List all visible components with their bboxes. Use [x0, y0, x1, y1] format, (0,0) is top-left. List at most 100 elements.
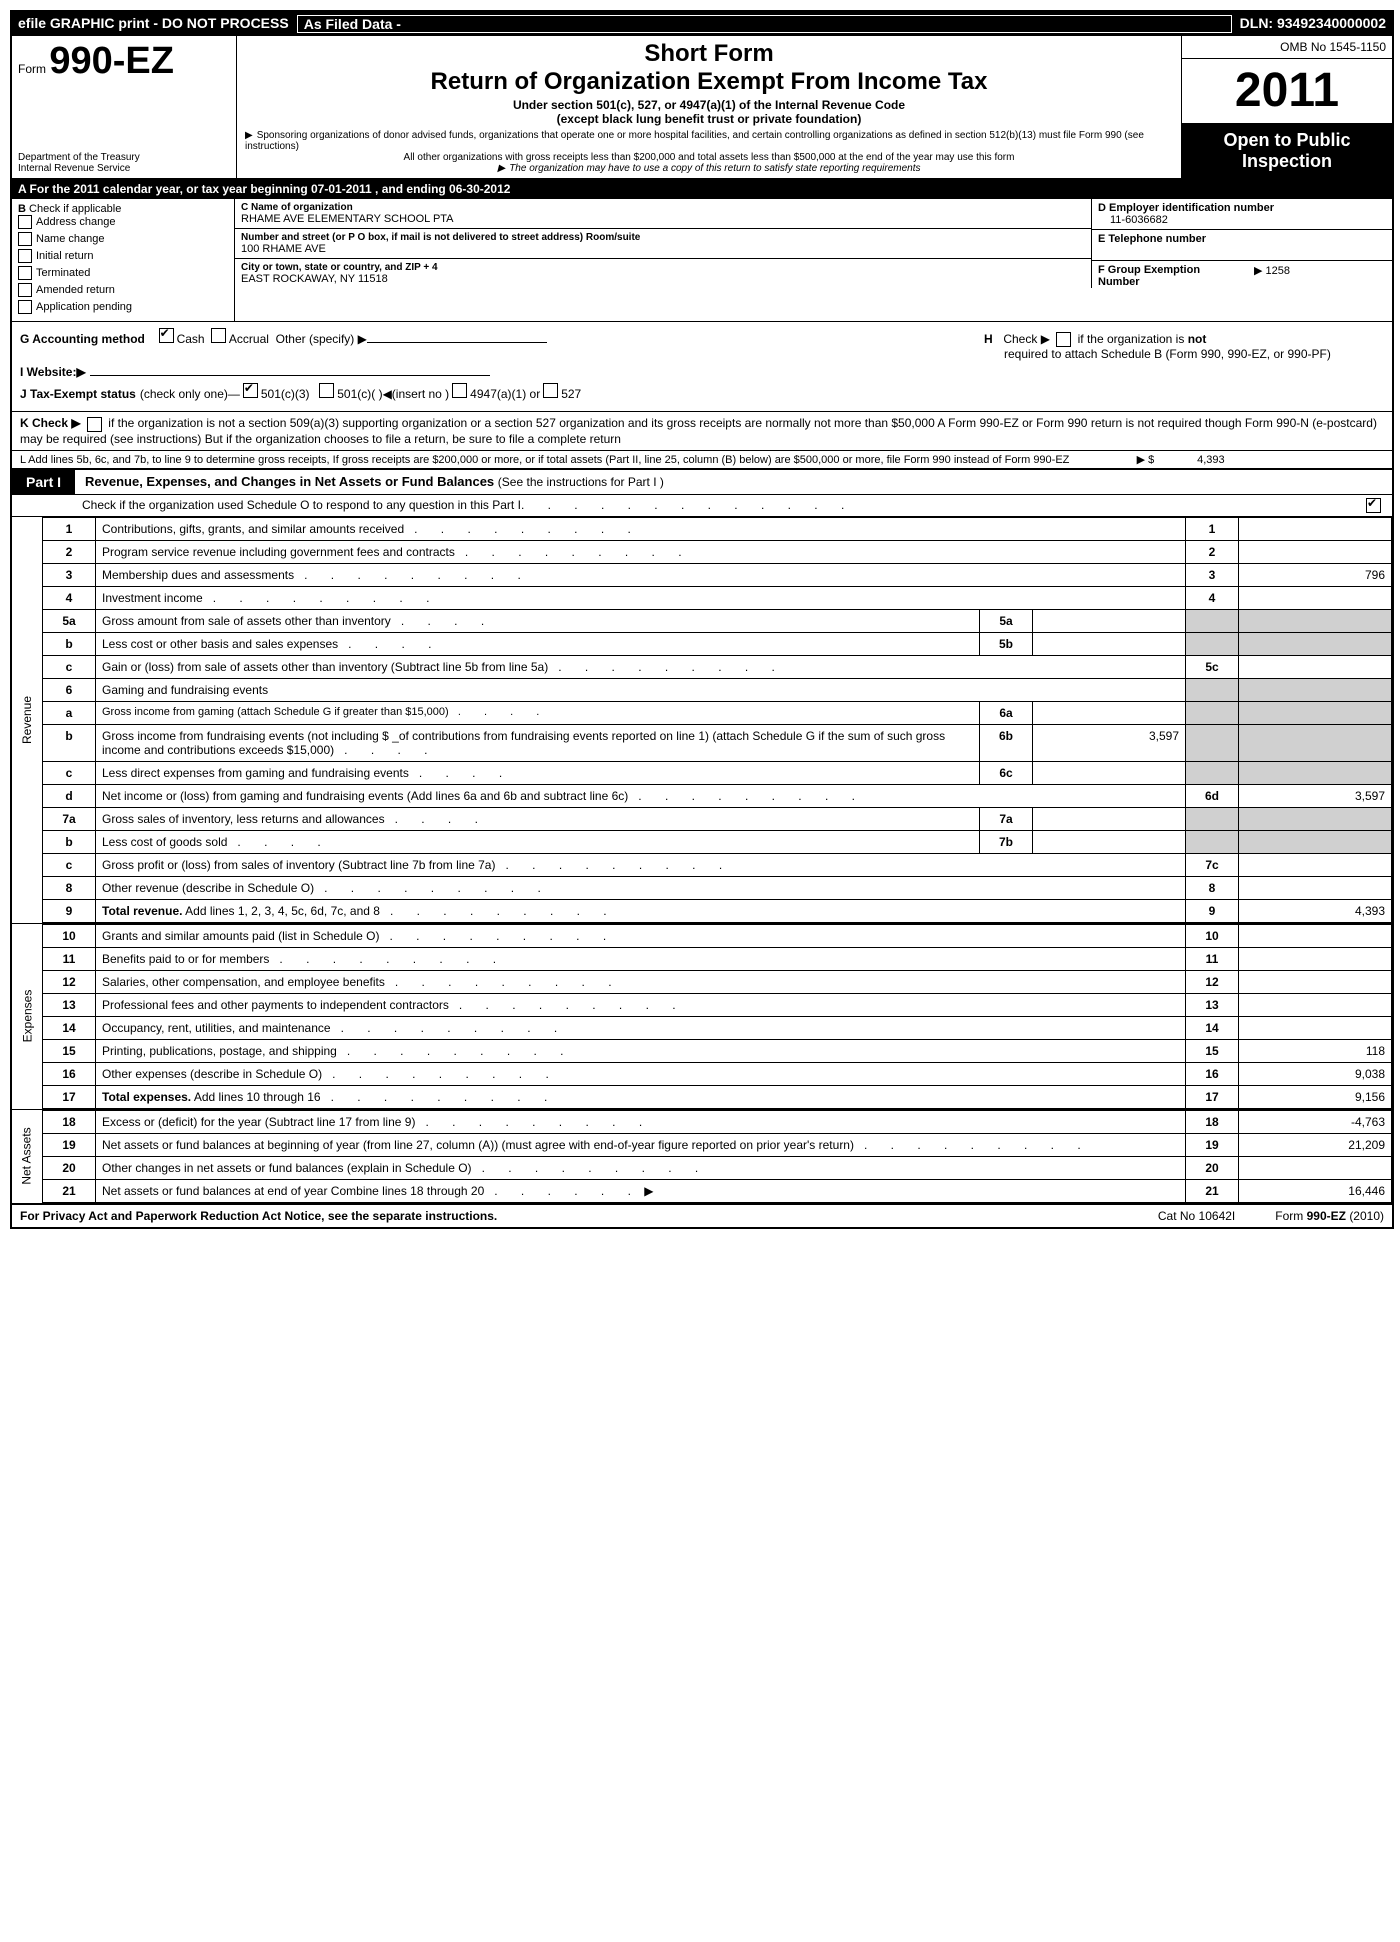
cash-checkbox[interactable] [159, 328, 174, 343]
checkbox-terminated: Terminated [18, 266, 228, 280]
form-number: Form 990-EZ [18, 40, 228, 83]
lines-table: 10Grants and similar amounts paid (list … [43, 924, 1392, 1109]
footer: For Privacy Act and Paperwork Reduction … [12, 1203, 1392, 1227]
omb-number: OMB No 1545-1150 [1182, 36, 1392, 59]
row-i: I Website:▶ [20, 365, 1384, 379]
header-left: Form 990-EZ Department of the Treasury I… [12, 36, 237, 178]
section-net-assets: Net Assets18Excess or (deficit) for the … [12, 1109, 1392, 1203]
row-k: K Check ▶ if the organization is not a s… [12, 412, 1392, 449]
accrual-checkbox[interactable] [211, 328, 226, 343]
line-c: cLess direct expenses from gaming and fu… [43, 761, 1392, 784]
topbar-middle: As Filed Data - [297, 15, 1232, 33]
row-j: J Tax-Exempt status (check only one)— 50… [20, 383, 1384, 401]
line-b: bLess cost of goods sold . . . .7b [43, 830, 1392, 853]
short-form-label: Short Form [245, 40, 1173, 68]
footer-cat-no: Cat No 10642I [1158, 1209, 1235, 1223]
line-1: 1Contributions, gifts, grants, and simil… [43, 517, 1392, 540]
header-center: Short Form Return of Organization Exempt… [237, 36, 1181, 178]
line-13: 13Professional fees and other payments t… [43, 993, 1392, 1016]
part-1-header: Part I Revenue, Expenses, and Changes in… [12, 468, 1392, 495]
line-11: 11Benefits paid to or for members . . . … [43, 947, 1392, 970]
line-5a: 5aGross amount from sale of assets other… [43, 609, 1392, 632]
side-label: Net Assets [12, 1110, 43, 1203]
misc-block: G Accounting method Cash Accrual Other (… [12, 322, 1392, 412]
ein-cell: D Employer identification number 11-6036… [1092, 199, 1392, 230]
line-12: 12Salaries, other compensation, and empl… [43, 970, 1392, 993]
line-18: 18Excess or (deficit) for the year (Subt… [43, 1110, 1392, 1133]
tax-year: 2011 [1182, 59, 1392, 124]
line-4: 4Investment income . . . . . . . . .4 [43, 586, 1392, 609]
section-a-period: A For the 2011 calendar year, or tax yea… [12, 179, 1392, 199]
header: Form 990-EZ Department of the Treasury I… [12, 36, 1392, 179]
street-cell: Number and street (or P O box, if mail i… [235, 229, 1092, 259]
side-label: Revenue [12, 517, 43, 923]
line-6: 6Gaming and fundraising events [43, 678, 1392, 701]
line-8: 8Other revenue (describe in Schedule O) … [43, 876, 1392, 899]
form-page: efile GRAPHIC print - DO NOT PROCESS As … [10, 10, 1394, 1229]
line-19: 19Net assets or fund balances at beginni… [43, 1133, 1392, 1156]
schedule-o-checkbox[interactable] [1366, 498, 1381, 513]
527-checkbox[interactable] [543, 383, 558, 398]
info-block: B Check if applicable Address changeName… [12, 199, 1392, 322]
k-checkbox[interactable] [87, 417, 102, 432]
checkbox-application-pending: Application pending [18, 300, 228, 314]
line-b: bLess cost or other basis and sales expe… [43, 632, 1392, 655]
side-label: Expenses [12, 924, 43, 1109]
line-17: 17Total expenses. Add lines 10 through 1… [43, 1085, 1392, 1108]
group-exemption-cell: F Group Exemption Number ▶ 1258 [1092, 261, 1392, 291]
column-b: B Check if applicable Address changeName… [12, 199, 235, 321]
section-expenses: Expenses10Grants and similar amounts pai… [12, 923, 1392, 1109]
column-c: C Name of organization RHAME AVE ELEMENT… [235, 199, 1092, 321]
top-bar: efile GRAPHIC print - DO NOT PROCESS As … [12, 12, 1392, 36]
city-cell: City or town, state or country, and ZIP … [235, 259, 1092, 288]
section-revenue: Revenue1Contributions, gifts, grants, an… [12, 516, 1392, 923]
501c-checkbox[interactable] [319, 383, 334, 398]
checkbox-icon[interactable] [18, 283, 32, 297]
lines-table: 1Contributions, gifts, grants, and simil… [43, 517, 1392, 923]
checkbox-initial-return: Initial return [18, 249, 228, 263]
telephone-cell: E Telephone number [1092, 230, 1392, 261]
line-d: dNet income or (loss) from gaming and fu… [43, 784, 1392, 807]
open-to-public: Open to Public Inspection [1182, 124, 1392, 178]
lines-table: 18Excess or (deficit) for the year (Subt… [43, 1110, 1392, 1203]
checkbox-icon[interactable] [18, 300, 32, 314]
line-2: 2Program service revenue including gover… [43, 540, 1392, 563]
footer-privacy: For Privacy Act and Paperwork Reduction … [20, 1209, 1118, 1223]
checkbox-amended-return: Amended return [18, 283, 228, 297]
schedule-o-check: Check if the organization used Schedule … [12, 495, 1392, 516]
checkbox-icon[interactable] [18, 249, 32, 263]
form-title: Return of Organization Exempt From Incom… [245, 68, 1173, 96]
header-right: OMB No 1545-1150 2011 Open to Public Ins… [1181, 36, 1392, 178]
checkbox-icon[interactable] [18, 266, 32, 280]
checkbox-icon[interactable] [18, 232, 32, 246]
org-name-cell: C Name of organization RHAME AVE ELEMENT… [235, 199, 1092, 229]
line-10: 10Grants and similar amounts paid (list … [43, 924, 1392, 947]
topbar-dln: DLN: 93492340000002 [1240, 15, 1386, 33]
checkbox-address-change: Address change [18, 215, 228, 229]
line-9: 9Total revenue. Add lines 1, 2, 3, 4, 5c… [43, 899, 1392, 922]
checkbox-name-change: Name change [18, 232, 228, 246]
line-21: 21Net assets or fund balances at end of … [43, 1179, 1392, 1202]
line-c: cGross profit or (loss) from sales of in… [43, 853, 1392, 876]
footer-form-ref: Form 990-EZ (2010) [1275, 1209, 1384, 1223]
topbar-left: efile GRAPHIC print - DO NOT PROCESS [18, 15, 289, 33]
h-checkbox[interactable] [1056, 332, 1071, 347]
line-a: aGross income from gaming (attach Schedu… [43, 701, 1392, 724]
line-16: 16Other expenses (describe in Schedule O… [43, 1062, 1392, 1085]
line-7a: 7aGross sales of inventory, less returns… [43, 807, 1392, 830]
line-c: cGain or (loss) from sale of assets othe… [43, 655, 1392, 678]
checkbox-icon[interactable] [18, 215, 32, 229]
part-1-tab: Part I [12, 470, 75, 494]
line-15: 15Printing, publications, postage, and s… [43, 1039, 1392, 1062]
row-l: L Add lines 5b, 6c, and 7b, to line 9 to… [12, 450, 1392, 468]
fine-print: Sponsoring organizations of donor advise… [245, 130, 1173, 174]
subtitle-1: Under section 501(c), 527, or 4947(a)(1)… [245, 98, 1173, 112]
501c3-checkbox[interactable] [243, 383, 258, 398]
row-g-h: G Accounting method Cash Accrual Other (… [20, 328, 1384, 361]
4947-checkbox[interactable] [452, 383, 467, 398]
dept-treasury: Department of the Treasury Internal Reve… [18, 152, 228, 174]
line-20: 20Other changes in net assets or fund ba… [43, 1156, 1392, 1179]
line-b: bGross income from fundraising events (n… [43, 724, 1392, 761]
subtitle-2: (except black lung benefit trust or priv… [245, 112, 1173, 126]
line-3: 3Membership dues and assessments . . . .… [43, 563, 1392, 586]
